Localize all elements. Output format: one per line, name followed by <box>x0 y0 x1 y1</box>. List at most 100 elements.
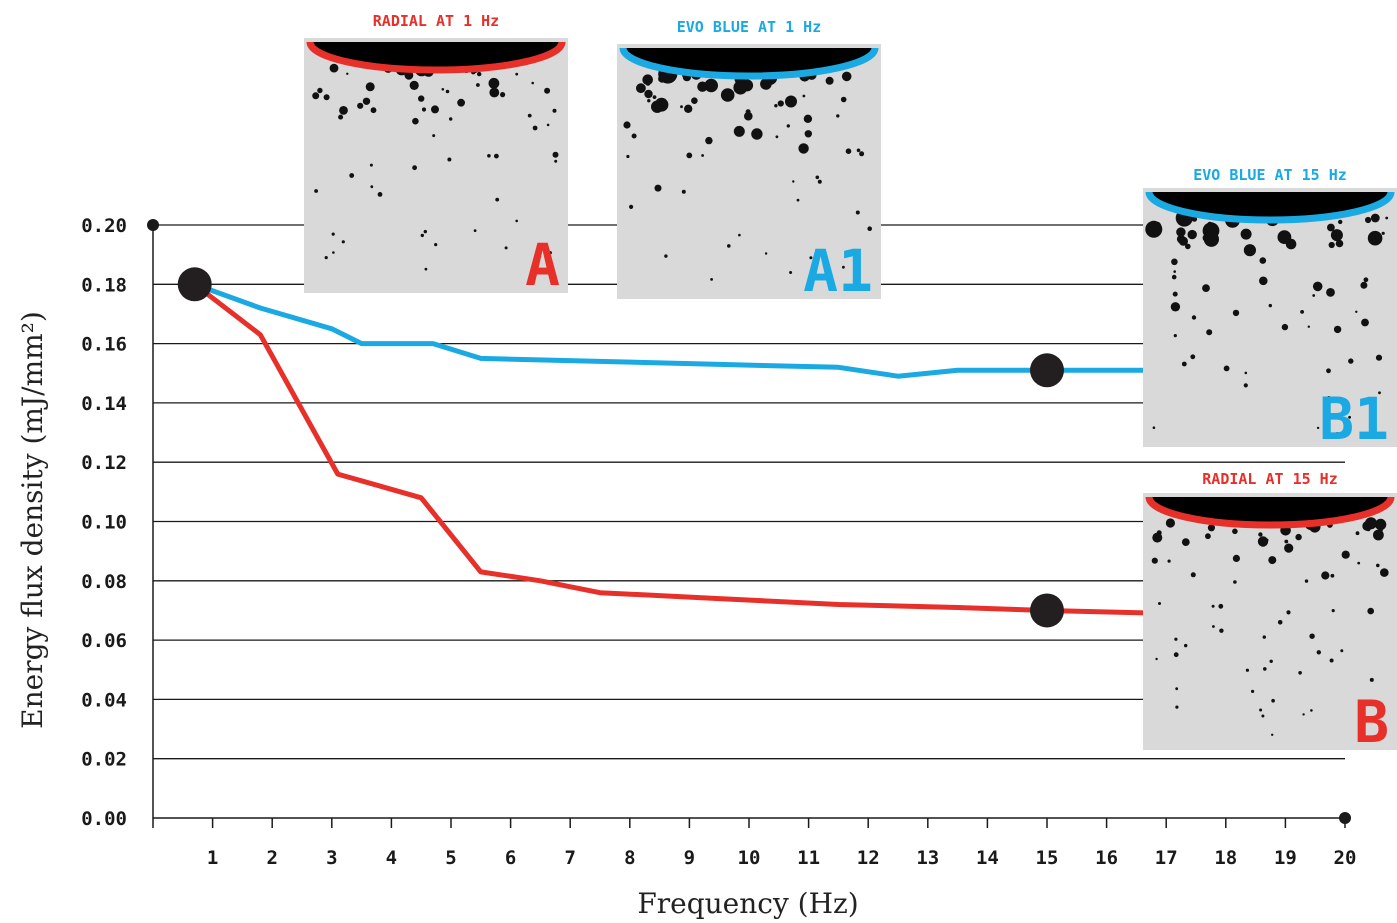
x-tick-label: 6 <box>505 847 516 869</box>
transducer-rim <box>1145 496 1395 529</box>
cavitation-bubble <box>840 96 847 103</box>
cavitation-bubble <box>1175 687 1179 691</box>
x-tick-label: 1 <box>207 847 218 869</box>
cavitation-bubble <box>1212 625 1215 628</box>
cavitation-bubble <box>802 94 806 98</box>
cavitation-bubble <box>1174 637 1178 641</box>
cavitation-bubble <box>1367 607 1374 615</box>
x-tick-label: 5 <box>445 847 456 869</box>
cavitation-bubble <box>697 81 708 92</box>
cavitation-bubble <box>532 125 538 131</box>
cavitation-bubble <box>647 99 651 103</box>
y-tick-label: 0.18 <box>81 274 127 296</box>
cavitation-bubble <box>1190 572 1196 578</box>
cavitation-bubble <box>680 105 683 109</box>
y-tick-label: 0.02 <box>81 749 127 771</box>
cavitation-bubble <box>658 74 667 83</box>
photo-caption: EVO BLUE AT 15 Hz <box>1193 166 1347 184</box>
cavitation-bubble <box>515 219 518 223</box>
cavitation-bubble <box>312 92 320 100</box>
cavitation-bubble <box>338 114 344 120</box>
cavitation-bubble <box>774 104 778 108</box>
cavitation-bubble <box>704 78 718 93</box>
cavitation-bubble <box>1165 518 1175 528</box>
cavitation-bubble <box>1326 288 1335 297</box>
cavitation-bubble <box>1170 302 1181 312</box>
x-tick-label: 2 <box>266 847 277 869</box>
cavitation-bubble <box>654 184 662 192</box>
photo-letter: A <box>525 231 560 299</box>
cavitation-bubble <box>738 233 741 237</box>
cavitation-bubble <box>1190 354 1196 360</box>
x-tick-label: 4 <box>386 847 397 869</box>
cavitation-bubble <box>1380 568 1389 577</box>
cavitation-bubble <box>1295 533 1302 541</box>
x-tick-label: 17 <box>1155 847 1178 869</box>
cavitation-bubble <box>1326 368 1331 374</box>
cavitation-bubble <box>1363 277 1369 283</box>
y-tick-label: 0.00 <box>81 808 127 830</box>
y-tick-labels: 0.00 0.02 0.04 0.06 0.08 0.10 0.12 0.14 0.16 0.18… <box>81 215 127 830</box>
cavitation-bubble <box>1152 532 1163 543</box>
x-tick-label: 14 <box>976 847 999 869</box>
cavitation-bubble <box>1158 602 1161 605</box>
photo-letter: B <box>1354 688 1389 756</box>
cavitation-bubble <box>856 148 861 153</box>
cavitation-bubble <box>412 165 417 171</box>
cavitation-bubble <box>457 98 465 107</box>
cavitation-bubble <box>1232 309 1240 317</box>
cavitation-bubble <box>1304 579 1309 583</box>
cavitation-bubble <box>1312 294 1316 297</box>
cavitation-bubble <box>1172 291 1178 297</box>
cavitation-bubble <box>1284 539 1289 544</box>
cavitation-bubble <box>495 197 500 202</box>
cavitation-bubble <box>548 251 552 255</box>
photo-b: RADIAL AT 15 Hz B <box>1143 470 1397 756</box>
cavitation-bubble <box>727 244 731 248</box>
cavitation-bubble <box>629 204 634 209</box>
cavitation-bubble <box>1370 213 1380 223</box>
x-tick-label: 9 <box>684 847 695 869</box>
cavitation-bubble <box>1263 667 1267 671</box>
cavitation-bubble <box>1171 258 1178 266</box>
cavitation-bubble <box>1281 323 1289 331</box>
cavitation-bubble <box>1259 276 1268 286</box>
cavitation-bubble <box>733 80 748 95</box>
cavitation-bubble <box>1244 371 1248 375</box>
cavitation-bubble <box>432 134 436 138</box>
cavitation-bubble <box>1369 677 1374 682</box>
y-tick-label: 0.08 <box>81 571 127 593</box>
cavitation-bubble <box>1316 650 1322 655</box>
cavitation-bubble <box>1265 538 1269 542</box>
cavitation-bubble <box>1271 698 1275 703</box>
y-axis-title: Energy flux density (mJ/mm²) <box>16 311 49 729</box>
cavitation-bubble <box>1269 659 1273 663</box>
cavitation-bubble <box>1367 230 1383 246</box>
cavitation-bubble <box>684 104 693 114</box>
cavitation-bubble <box>1286 610 1291 615</box>
cavitation-bubble <box>1223 365 1230 372</box>
cavitation-bubble <box>859 151 865 157</box>
cavitation-bubble <box>1152 426 1156 430</box>
cavitation-bubble <box>1357 561 1361 565</box>
data-marker <box>1030 593 1064 628</box>
cavitation-bubble <box>531 81 534 85</box>
cavitation-bubble <box>1355 310 1358 313</box>
cavitation-bubble <box>554 159 558 163</box>
photo-letter: B1 <box>1319 385 1389 453</box>
cavitation-bubble <box>1262 635 1267 639</box>
cavitation-bubble <box>1329 658 1334 663</box>
cavitation-bubble <box>789 271 793 274</box>
cavitation-bubble <box>1259 257 1267 264</box>
cavitation-bubble <box>314 189 318 193</box>
cavitation-bubble <box>1338 219 1343 225</box>
cavitation-bubble <box>841 71 852 82</box>
data-markers <box>177 267 1064 628</box>
photo-caption: RADIAL AT 15 Hz <box>1202 470 1337 488</box>
cavitation-bubble <box>1268 556 1277 565</box>
cavitation-bubble <box>1205 533 1211 540</box>
cavitation-bubble <box>527 113 532 118</box>
cavitation-bubble <box>445 89 450 94</box>
photo-a: RADIAL AT 1 Hz A <box>304 12 568 299</box>
cavitation-bubble <box>775 135 779 139</box>
